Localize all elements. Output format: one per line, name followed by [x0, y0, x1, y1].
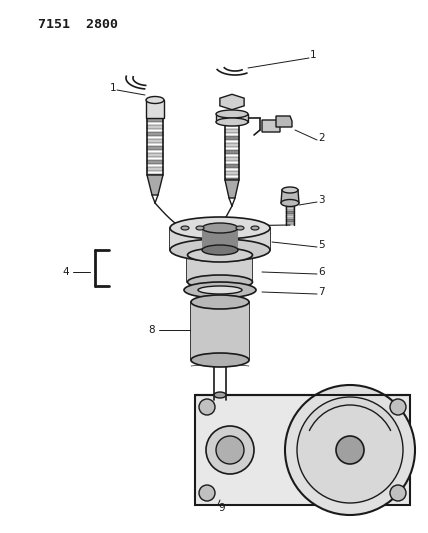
Polygon shape	[147, 175, 163, 195]
FancyBboxPatch shape	[147, 139, 163, 143]
Ellipse shape	[198, 286, 242, 294]
Ellipse shape	[216, 110, 248, 118]
Circle shape	[285, 385, 415, 515]
Circle shape	[199, 399, 215, 415]
Ellipse shape	[184, 282, 256, 298]
Polygon shape	[187, 255, 253, 282]
Ellipse shape	[146, 96, 164, 103]
Circle shape	[199, 485, 215, 501]
Text: 4: 4	[62, 267, 68, 277]
Ellipse shape	[181, 226, 189, 230]
FancyBboxPatch shape	[147, 132, 163, 136]
Ellipse shape	[170, 239, 270, 261]
Circle shape	[216, 436, 244, 464]
Ellipse shape	[282, 187, 298, 193]
Ellipse shape	[281, 199, 299, 206]
Polygon shape	[170, 228, 270, 250]
FancyBboxPatch shape	[225, 150, 239, 154]
Polygon shape	[191, 302, 249, 360]
Circle shape	[390, 399, 406, 415]
FancyBboxPatch shape	[225, 143, 239, 147]
Polygon shape	[281, 190, 299, 203]
Text: 7151  2800: 7151 2800	[38, 18, 118, 31]
FancyBboxPatch shape	[225, 164, 239, 168]
Ellipse shape	[202, 223, 238, 233]
FancyBboxPatch shape	[97, 262, 109, 278]
Text: 1: 1	[310, 50, 317, 60]
Ellipse shape	[214, 392, 226, 398]
Ellipse shape	[170, 217, 270, 239]
FancyBboxPatch shape	[225, 178, 239, 180]
Ellipse shape	[187, 275, 253, 289]
FancyBboxPatch shape	[225, 157, 239, 161]
Ellipse shape	[191, 295, 249, 309]
FancyBboxPatch shape	[147, 146, 163, 150]
FancyBboxPatch shape	[286, 207, 294, 210]
FancyBboxPatch shape	[225, 122, 239, 126]
FancyBboxPatch shape	[225, 136, 239, 140]
Text: 8: 8	[148, 325, 155, 335]
Text: 6: 6	[318, 267, 324, 277]
Ellipse shape	[196, 226, 204, 230]
FancyBboxPatch shape	[146, 100, 164, 118]
Circle shape	[206, 426, 254, 474]
FancyBboxPatch shape	[147, 125, 163, 129]
Text: 9: 9	[218, 503, 225, 513]
Ellipse shape	[202, 245, 238, 255]
Polygon shape	[276, 116, 292, 127]
Text: 5: 5	[318, 240, 324, 250]
Polygon shape	[195, 395, 410, 505]
FancyBboxPatch shape	[147, 153, 163, 157]
Ellipse shape	[236, 226, 244, 230]
FancyBboxPatch shape	[286, 211, 294, 214]
Ellipse shape	[216, 118, 248, 126]
FancyBboxPatch shape	[97, 226, 109, 242]
Text: 2: 2	[318, 133, 324, 143]
Circle shape	[297, 397, 403, 503]
FancyBboxPatch shape	[147, 174, 163, 175]
FancyBboxPatch shape	[286, 203, 294, 206]
Polygon shape	[202, 228, 238, 250]
Circle shape	[336, 436, 364, 464]
FancyBboxPatch shape	[225, 129, 239, 133]
Polygon shape	[216, 114, 248, 122]
Polygon shape	[225, 180, 239, 198]
Polygon shape	[262, 120, 280, 132]
FancyBboxPatch shape	[147, 160, 163, 164]
Text: 7: 7	[318, 287, 324, 297]
Ellipse shape	[251, 226, 259, 230]
Ellipse shape	[187, 248, 253, 262]
Polygon shape	[220, 94, 244, 110]
Ellipse shape	[191, 353, 249, 367]
FancyBboxPatch shape	[147, 118, 163, 122]
FancyBboxPatch shape	[225, 171, 239, 175]
Circle shape	[390, 485, 406, 501]
FancyBboxPatch shape	[286, 223, 294, 225]
FancyBboxPatch shape	[286, 215, 294, 218]
Text: 1: 1	[110, 83, 116, 93]
Text: 3: 3	[318, 195, 324, 205]
FancyBboxPatch shape	[286, 219, 294, 222]
FancyBboxPatch shape	[147, 167, 163, 171]
